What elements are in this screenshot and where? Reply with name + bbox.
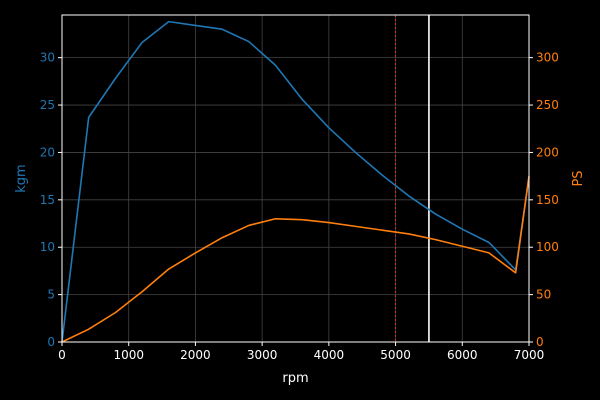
y-right-tick-label: 100 <box>536 240 559 254</box>
x-axis-ticks: 0 1000 2000 3000 4000 5000 6000 7000 <box>58 342 544 362</box>
series-lines <box>61 20 530 343</box>
x-tick-label: 6000 <box>447 348 478 362</box>
y-right-tick-label: 50 <box>536 288 551 302</box>
y-left-axis-label: kgm <box>14 164 29 192</box>
power-series-line <box>61 176 530 343</box>
plot-frame <box>61 14 530 343</box>
y-right-tick-label: 0 <box>536 335 544 349</box>
x-tick-label: 4000 <box>314 348 345 362</box>
y-left-tick-label: 10 <box>40 240 55 254</box>
x-tick-label: 5000 <box>380 348 411 362</box>
x-tick-label: 3000 <box>247 348 278 362</box>
y-right-axis-ticks: 0 50 100 150 200 250 300 <box>529 51 559 349</box>
x-tick-label: 0 <box>58 348 66 362</box>
y-right-tick-label: 250 <box>536 98 559 112</box>
x-tick-label: 7000 <box>514 348 545 362</box>
y-left-axis-ticks: 0 5 10 15 20 25 30 <box>40 51 62 349</box>
y-left-tick-label: 25 <box>40 98 55 112</box>
y-left-tick-label: 15 <box>40 193 55 207</box>
y-left-tick-label: 0 <box>47 335 55 349</box>
x-tick-label: 2000 <box>180 348 211 362</box>
y-right-tick-label: 300 <box>536 51 559 65</box>
y-right-tick-label: 200 <box>536 145 559 159</box>
y-left-tick-label: 20 <box>40 145 55 159</box>
y-right-axis-label: PS <box>571 170 586 186</box>
x-tick-label: 1000 <box>113 348 144 362</box>
y-left-tick-label: 30 <box>40 51 55 65</box>
torque-series-line <box>61 20 530 343</box>
grid <box>61 15 530 343</box>
reference-lines <box>395 15 430 342</box>
x-axis-label: rpm <box>282 371 308 386</box>
y-left-tick-label: 5 <box>47 288 55 302</box>
y-right-tick-label: 150 <box>536 193 559 207</box>
